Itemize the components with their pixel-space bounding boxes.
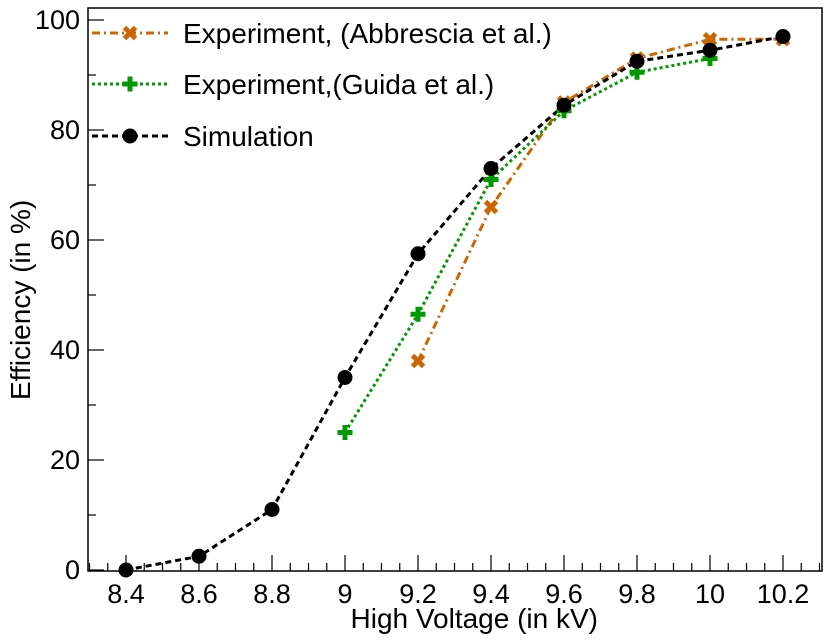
y-tick-label: 20 — [50, 445, 80, 475]
legend-marker-2 — [122, 76, 138, 92]
x-tick-label: 9.4 — [472, 579, 510, 609]
series-3-point — [775, 29, 791, 44]
series-3-point — [629, 53, 645, 69]
series-1-point — [702, 31, 718, 47]
series-3-point — [483, 161, 499, 176]
series-3-point — [702, 42, 718, 58]
x-tick-label: 9 — [337, 579, 352, 609]
series-2-point — [410, 306, 426, 322]
x-tick-label: 10.2 — [757, 579, 810, 609]
y-tick-label: 100 — [35, 5, 80, 35]
series-markers — [118, 29, 791, 578]
x-marker-stroke — [483, 199, 499, 215]
x-tick-label: 9.8 — [618, 579, 656, 609]
x-tick-label: 9.2 — [399, 579, 437, 609]
series-3-point — [410, 246, 426, 262]
series-3-point — [191, 548, 207, 564]
y-tick-label: 0 — [65, 555, 80, 585]
series-1-point — [483, 199, 499, 215]
series-line-2 — [343, 57, 711, 434]
series-3-point — [118, 562, 134, 578]
x-tick-label: 9.6 — [545, 579, 583, 609]
series-line-3 — [125, 35, 784, 572]
x-tick-label: 10 — [695, 579, 725, 609]
y-tick-label: 60 — [50, 225, 80, 255]
legend-marker-1 — [122, 25, 138, 41]
series-3-point — [337, 370, 353, 385]
y-tick-label: 40 — [50, 335, 80, 365]
series-line-1 — [416, 37, 783, 362]
series-3-point — [264, 502, 280, 517]
legend-label-2: Experiment,(Guida et al.) — [183, 69, 494, 100]
series-3-point — [556, 97, 572, 113]
series-2-point — [337, 425, 353, 440]
x-tick-label: 8.6 — [180, 579, 218, 609]
series-1-point — [410, 353, 426, 369]
x-marker-stroke — [702, 31, 718, 47]
y-tick-label: 80 — [50, 115, 80, 145]
x-tick-label: 8.8 — [253, 579, 291, 609]
x-marker-stroke — [410, 353, 426, 369]
x-marker-stroke — [122, 25, 138, 41]
legend-label-3: Simulation — [183, 121, 314, 152]
y-tick-labels: 0 20 40 60 80 100 — [35, 5, 80, 585]
legend-label-1: Experiment, (Abbrescia et al.) — [183, 18, 552, 49]
series-lines — [125, 35, 784, 572]
legend: Experiment, (Abbrescia et al.) Experiment… — [92, 18, 552, 152]
legend-marker-3 — [122, 128, 138, 144]
x-tick-label: 8.4 — [107, 579, 145, 609]
y-axis-title: Efficiency (in %) — [5, 200, 36, 400]
x-axis-title: High Voltage (in kV) — [351, 603, 598, 634]
x-tick-labels: 8.4 8.6 8.8 9 9.2 9.4 9.6 9.8 10 10.2 — [107, 579, 809, 609]
axis-ticks — [88, 19, 821, 571]
